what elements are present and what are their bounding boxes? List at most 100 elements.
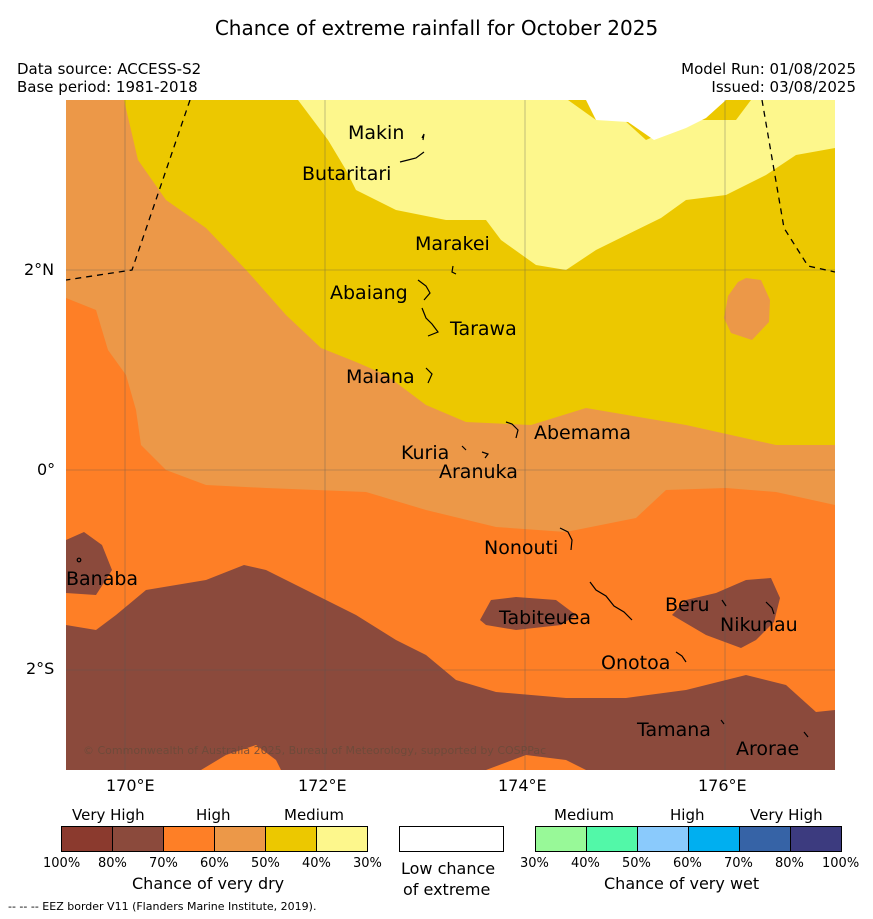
legend-wet-tick-6: 100% bbox=[822, 856, 860, 871]
label-kuria: Kuria bbox=[401, 442, 449, 464]
legend-dry-tick-5: 40% bbox=[302, 856, 331, 871]
copyright-text: © Commonwealth of Australia 2025, Bureau… bbox=[83, 744, 546, 757]
island-kuria-shape bbox=[461, 445, 467, 451]
zone-dry-very-high-tabiteuea bbox=[480, 597, 576, 630]
y-tick-2s: 2°S bbox=[26, 659, 55, 678]
legend-dry-tick-2: 70% bbox=[149, 856, 178, 871]
rainfall-map: Makin Butaritari Marakei Abaiang Tarawa … bbox=[66, 100, 835, 770]
island-marakei-shape bbox=[451, 265, 457, 275]
label-makin: Makin bbox=[348, 122, 404, 144]
graticule bbox=[66, 100, 835, 770]
legend-wet-medium: Medium bbox=[554, 806, 614, 824]
legend-wet-tick-2: 50% bbox=[622, 856, 651, 871]
legend-wet-tick-1: 40% bbox=[571, 856, 600, 871]
label-tabiteuea: Tabiteuea bbox=[498, 607, 591, 629]
island-banaba-shape bbox=[76, 557, 82, 563]
legend-dry-medium: Medium bbox=[284, 806, 344, 824]
island-beru-shape bbox=[721, 599, 727, 607]
island-aranuka-shape bbox=[481, 451, 489, 459]
x-tick-170e: 170°E bbox=[106, 776, 155, 795]
label-beru: Beru bbox=[665, 594, 710, 616]
y-tick-2n: 2°N bbox=[24, 260, 55, 279]
island-onotoa-shape bbox=[675, 651, 687, 663]
legend-wet-swatch-0 bbox=[535, 826, 587, 852]
legend-wet-high: High bbox=[670, 806, 705, 824]
label-nikunau: Nikunau bbox=[720, 614, 798, 636]
label-banaba: Banaba bbox=[66, 568, 138, 590]
legend-wet-tick-4: 70% bbox=[724, 856, 753, 871]
map-title: Chance of extreme rainfall for October 2… bbox=[214, 16, 659, 40]
x-tick-174e: 174°E bbox=[498, 776, 547, 795]
zone-low-chance bbox=[586, 100, 726, 140]
model-run-text: Model Run: 01/08/2025 bbox=[681, 60, 856, 78]
island-makin-shape bbox=[421, 133, 425, 141]
legend-wet-tick-3: 60% bbox=[673, 856, 702, 871]
legend-dry-tick-4: 50% bbox=[251, 856, 280, 871]
label-maiana: Maiana bbox=[346, 366, 415, 388]
base-period-text: Base period: 1981-2018 bbox=[17, 78, 198, 96]
legend-wet-title: Chance of very wet bbox=[604, 874, 760, 893]
island-abaiang-shape bbox=[417, 279, 431, 301]
legend-dry-swatch-2 bbox=[163, 826, 215, 852]
island-arorae-shape bbox=[803, 731, 809, 738]
legend-wet-swatch-2 bbox=[637, 826, 689, 852]
legend-wet-tick-5: 80% bbox=[775, 856, 804, 871]
label-onotoa: Onotoa bbox=[601, 652, 670, 674]
island-outlines bbox=[76, 133, 809, 738]
y-tick-0: 0° bbox=[37, 460, 56, 479]
meta-left: Data source: ACCESS-S2 Base period: 1981… bbox=[17, 60, 201, 96]
island-butaritari-shape bbox=[399, 151, 425, 163]
zone-dry-very-high-banaba bbox=[66, 532, 112, 595]
label-abemama: Abemama bbox=[534, 422, 631, 444]
island-labels: Makin Butaritari Marakei Abaiang Tarawa … bbox=[66, 122, 799, 760]
x-tick-176e: 176°E bbox=[698, 776, 747, 795]
zone-dry-very-high-nikunau bbox=[672, 578, 780, 648]
zone-dry-medium-40-30 bbox=[298, 100, 835, 270]
zone-dry-high-patch bbox=[724, 278, 770, 340]
legend-dry-swatch-5 bbox=[316, 826, 368, 852]
legend-wet-very-high: Very High bbox=[750, 806, 823, 824]
legend-dry-high: High bbox=[196, 806, 231, 824]
legend-dry-tick-1: 80% bbox=[98, 856, 127, 871]
legend-dry-tick-3: 60% bbox=[200, 856, 229, 871]
meta-right: Model Run: 01/08/2025 Issued: 03/08/2025 bbox=[681, 60, 856, 96]
legend-low-chance-swatch bbox=[399, 826, 504, 852]
legend-dry-swatch-3 bbox=[214, 826, 266, 852]
label-butaritari: Butaritari bbox=[302, 163, 391, 185]
eez-border bbox=[66, 100, 835, 281]
island-tamana-shape bbox=[720, 719, 725, 725]
island-maiana-shape bbox=[425, 367, 433, 384]
zone-bottom-lump-2 bbox=[486, 755, 586, 770]
island-tarawa-shape bbox=[421, 307, 439, 337]
legend-wet-swatch-4 bbox=[739, 826, 791, 852]
legend-dry-swatch-1 bbox=[112, 826, 164, 852]
island-nikunau-shape bbox=[765, 601, 775, 615]
legend-dry-tick-0: 100% bbox=[43, 856, 81, 871]
island-nonouti-shape bbox=[559, 527, 573, 551]
label-nonouti: Nonouti bbox=[484, 537, 558, 559]
label-arorae: Arorae bbox=[736, 738, 799, 760]
island-abemama-shape bbox=[505, 421, 519, 439]
legend-wet-swatch-5 bbox=[790, 826, 842, 852]
x-tick-172e: 172°E bbox=[298, 776, 347, 795]
label-marakei: Marakei bbox=[415, 233, 490, 255]
issued-text: Issued: 03/08/2025 bbox=[711, 78, 856, 96]
label-abaiang: Abaiang bbox=[330, 282, 408, 304]
legend-dry-swatch-0 bbox=[61, 826, 113, 852]
legend-dry-swatch-4 bbox=[265, 826, 317, 852]
legend-low-line1: Low chance bbox=[401, 859, 496, 878]
label-aranuka: Aranuka bbox=[439, 461, 518, 483]
legend-wet-swatch-1 bbox=[586, 826, 638, 852]
legend-wet-swatch-3 bbox=[688, 826, 740, 852]
legend-low-line2: of extreme bbox=[403, 880, 491, 899]
label-tamana: Tamana bbox=[636, 719, 711, 741]
legend-wet-tick-0: 30% bbox=[520, 856, 549, 871]
legend-dry-title: Chance of very dry bbox=[132, 874, 285, 893]
island-tabiteuea-shape bbox=[589, 581, 633, 621]
zone-bottom-lump-1 bbox=[201, 745, 281, 770]
zone-dry-very-high-south bbox=[66, 565, 835, 770]
legend-dry-tick-6: 30% bbox=[353, 856, 382, 871]
legend-dry-very-high: Very High bbox=[72, 806, 145, 824]
eez-footnote: -- -- -- EEZ border V11 (Flanders Marine… bbox=[8, 900, 317, 913]
data-source-text: Data source: ACCESS-S2 bbox=[17, 60, 202, 78]
